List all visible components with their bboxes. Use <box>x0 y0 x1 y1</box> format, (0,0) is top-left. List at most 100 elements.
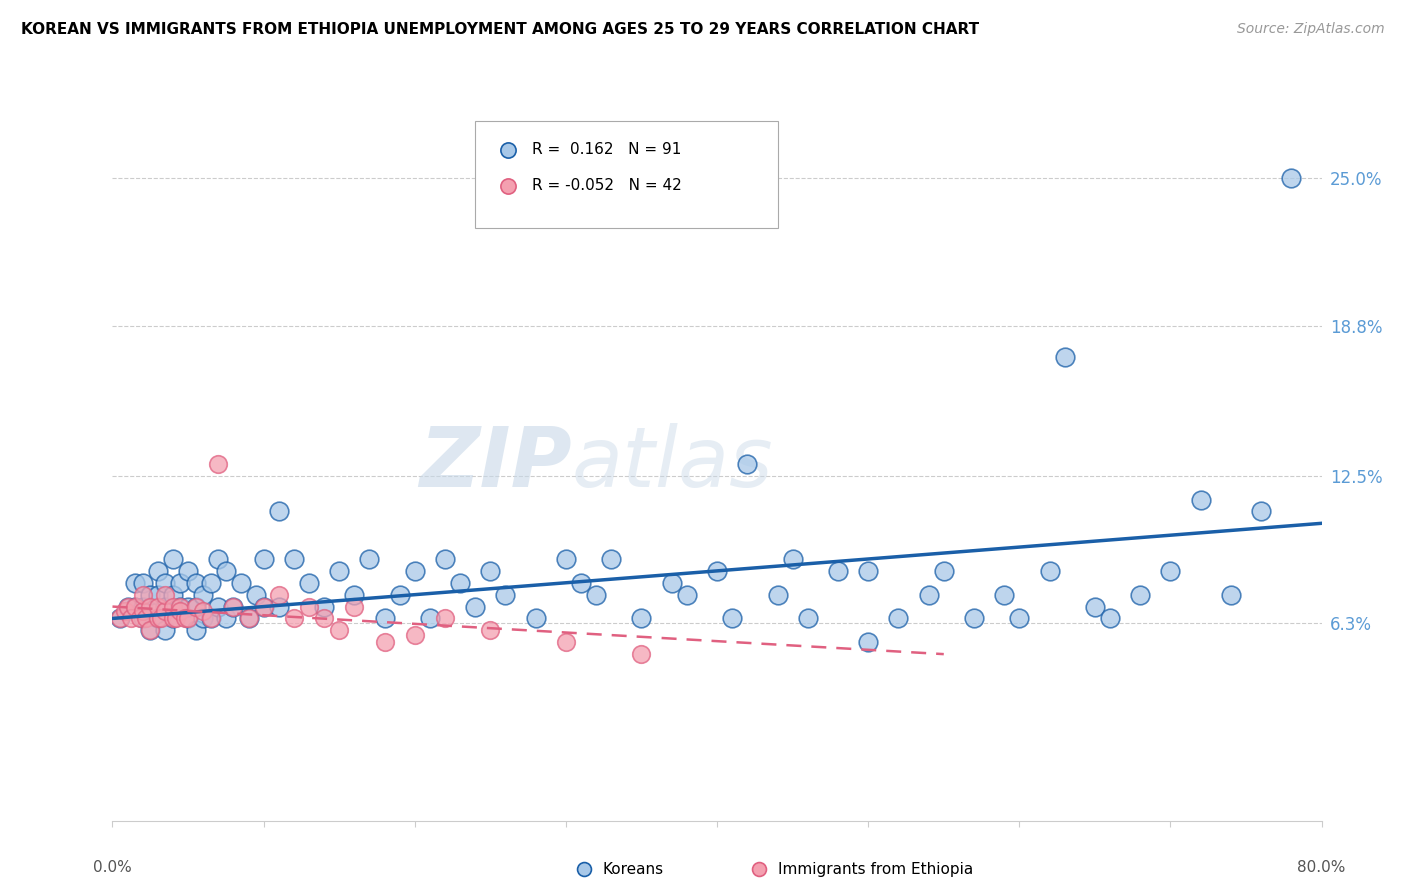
Point <box>124 575 146 590</box>
Point <box>267 588 290 602</box>
Point <box>177 611 200 625</box>
Point <box>207 457 229 471</box>
Point <box>554 552 576 566</box>
Point <box>675 588 697 602</box>
Text: R =  0.162   N = 91: R = 0.162 N = 91 <box>531 143 682 157</box>
Point <box>433 552 456 566</box>
Point <box>162 611 184 625</box>
Point <box>191 611 214 625</box>
Point <box>524 611 547 625</box>
Text: atlas: atlas <box>572 424 773 504</box>
Point <box>495 588 517 602</box>
Point <box>184 624 207 638</box>
Point <box>207 552 229 566</box>
Point <box>135 611 157 625</box>
Point <box>169 599 191 614</box>
Point <box>132 604 155 618</box>
Point <box>162 588 184 602</box>
Point <box>139 624 162 638</box>
Point <box>554 635 576 649</box>
Point <box>343 588 366 602</box>
Point <box>169 604 191 618</box>
Point <box>162 599 184 614</box>
Point <box>314 611 336 625</box>
Point <box>177 564 200 578</box>
Point <box>169 575 191 590</box>
Point <box>932 564 955 578</box>
Point <box>184 575 207 590</box>
Point <box>328 564 350 578</box>
Point <box>1159 564 1181 578</box>
Point <box>132 575 155 590</box>
Point <box>630 647 652 661</box>
Point <box>124 599 146 614</box>
Point <box>737 457 759 471</box>
Point <box>449 575 471 590</box>
Point <box>721 611 744 625</box>
Point <box>479 564 502 578</box>
Point <box>132 599 155 614</box>
Point <box>253 599 276 614</box>
Point <box>328 624 350 638</box>
Point <box>963 611 986 625</box>
Point <box>419 611 441 625</box>
Point <box>108 611 131 625</box>
Point <box>139 588 162 602</box>
Point <box>1129 588 1152 602</box>
Text: Koreans: Koreans <box>602 862 664 877</box>
Text: ZIP: ZIP <box>419 424 572 504</box>
Point <box>267 504 290 518</box>
Point <box>856 564 880 578</box>
Point <box>146 588 169 602</box>
Point <box>433 611 456 625</box>
Point <box>298 599 321 614</box>
Point <box>993 588 1015 602</box>
Point <box>1279 171 1302 186</box>
Point <box>146 564 169 578</box>
Point <box>155 588 177 602</box>
Point <box>1220 588 1243 602</box>
Point <box>177 599 200 614</box>
Point <box>464 599 486 614</box>
Point <box>222 599 245 614</box>
Point <box>827 564 849 578</box>
Point <box>177 611 200 625</box>
Point <box>108 611 131 625</box>
Point <box>124 599 146 614</box>
Point <box>139 624 162 638</box>
Point <box>215 564 238 578</box>
Point <box>174 611 197 625</box>
Text: 80.0%: 80.0% <box>1298 860 1346 875</box>
Point <box>253 552 276 566</box>
Point <box>215 611 238 625</box>
Point <box>169 599 191 614</box>
Point <box>253 599 276 614</box>
Point <box>388 588 411 602</box>
Point <box>120 611 142 625</box>
Point <box>887 611 910 625</box>
Point <box>918 588 941 602</box>
Point <box>238 611 260 625</box>
Point <box>267 599 290 614</box>
Point <box>359 552 381 566</box>
Point <box>149 611 172 625</box>
Point <box>600 552 623 566</box>
Text: 0.0%: 0.0% <box>93 860 132 875</box>
Point <box>117 599 139 614</box>
Text: Immigrants from Ethiopia: Immigrants from Ethiopia <box>778 862 973 877</box>
Point <box>856 635 880 649</box>
Point <box>146 611 169 625</box>
Point <box>155 604 177 618</box>
Point <box>661 575 683 590</box>
Point <box>165 611 187 625</box>
Point <box>162 552 184 566</box>
Point <box>139 599 162 614</box>
Point <box>1098 611 1121 625</box>
Point <box>283 552 305 566</box>
Point <box>191 604 214 618</box>
Point <box>184 599 207 614</box>
Point <box>630 611 652 625</box>
Point <box>132 588 155 602</box>
Point <box>132 611 155 625</box>
Point <box>1189 492 1212 507</box>
